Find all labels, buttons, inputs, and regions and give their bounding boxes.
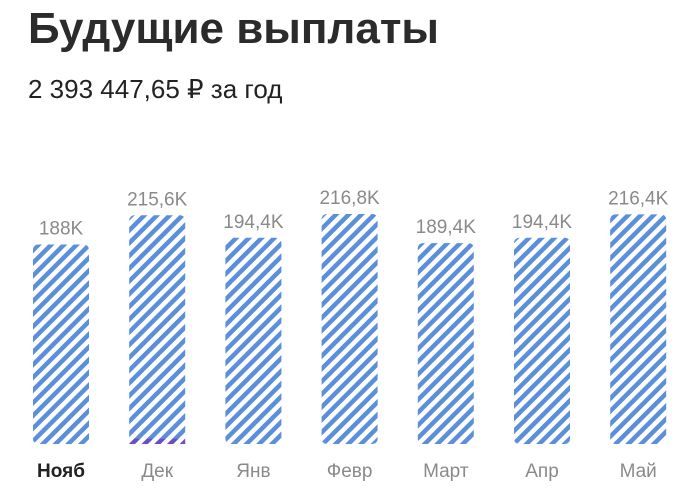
yearly-total: 2 393 447,65 ₽ за год — [28, 74, 283, 104]
bar-4[interactable] — [321, 214, 378, 444]
page-title: Будущие выплаты — [28, 4, 439, 53]
month-tab-3[interactable]: Янв — [236, 461, 270, 482]
month-tab-2[interactable]: Дек — [141, 461, 173, 482]
month-tab-5[interactable]: Март — [423, 461, 469, 482]
bar-3[interactable] — [225, 237, 282, 444]
bar-2[interactable] — [129, 215, 186, 444]
month-tab-7[interactable]: Май — [620, 461, 657, 482]
bar-value-label-2: 215,6K — [127, 189, 188, 210]
bar-value-label-7: 216,4K — [608, 188, 669, 209]
bar-group-6[interactable] — [514, 237, 570, 444]
month-tab-4[interactable]: Февр — [327, 461, 373, 482]
bar-group-4[interactable] — [321, 214, 378, 444]
bar-accent-segment-2 — [129, 438, 186, 444]
bar-1[interactable] — [33, 244, 89, 444]
bar-value-label-1: 188K — [39, 219, 84, 240]
bar-group-5[interactable] — [417, 243, 474, 444]
bar-value-label-6: 194,4K — [512, 212, 573, 233]
bar-6[interactable] — [514, 237, 570, 444]
bar-group-1[interactable] — [33, 244, 89, 444]
bar-value-label-4: 216,8K — [319, 188, 380, 209]
month-tab-1[interactable]: Нояб — [37, 461, 85, 482]
bar-group-7[interactable] — [610, 214, 667, 444]
bar-group-3[interactable] — [225, 237, 282, 444]
month-tab-6[interactable]: Апр — [525, 461, 559, 482]
bar-5[interactable] — [417, 243, 474, 444]
bar-value-label-5: 189,4K — [416, 217, 477, 238]
bar-7[interactable] — [610, 214, 667, 444]
bar-value-label-3: 194,4K — [223, 212, 284, 233]
bar-group-2[interactable] — [129, 215, 186, 444]
